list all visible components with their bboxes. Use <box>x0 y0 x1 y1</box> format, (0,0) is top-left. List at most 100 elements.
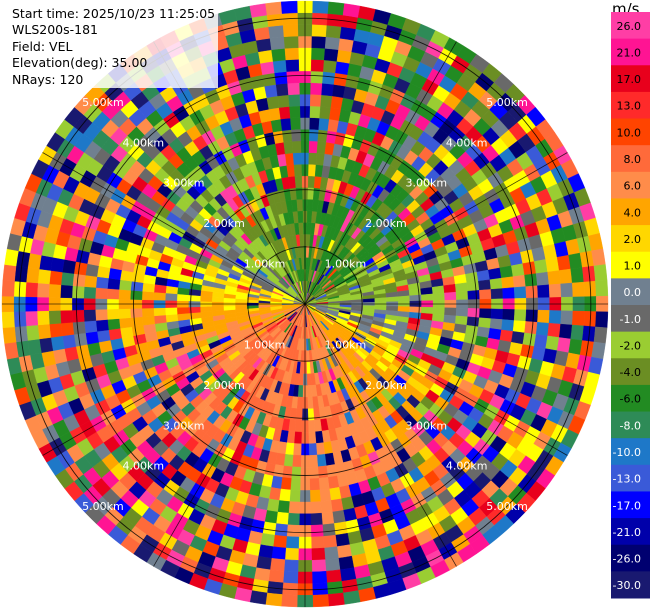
colorbar-tick-label: -21.0 <box>613 526 641 539</box>
range-gate <box>176 293 190 302</box>
colorbar-tick-label: 0.0 <box>624 286 642 299</box>
range-gate <box>325 24 342 39</box>
range-gate <box>290 478 301 491</box>
colorbar-cell <box>611 331 650 359</box>
range-gate <box>299 233 304 247</box>
elevation-label: Elevation(deg): 35.00 <box>12 55 148 71</box>
range-ring-label: 2.00km <box>203 379 245 392</box>
range-gate <box>268 107 281 121</box>
range-gate <box>142 315 156 326</box>
colorbar-tick-label: 4.0 <box>624 206 642 219</box>
colorbar-tick-label: -4.0 <box>620 366 641 379</box>
range-gate <box>310 82 323 96</box>
range-gate <box>314 430 324 444</box>
range-gate <box>571 281 585 298</box>
range-gate <box>307 396 314 410</box>
colorbar-tick-label: 2.0 <box>624 233 642 246</box>
range-gate <box>444 307 457 317</box>
range-gate <box>327 475 340 490</box>
range-gate <box>294 419 303 433</box>
range-gate <box>255 555 272 570</box>
colorbar-tick-label: -10.0 <box>613 446 641 459</box>
range-gate <box>296 198 303 212</box>
range-gate <box>284 152 295 166</box>
colorbar-tick-label: 6.0 <box>624 180 642 193</box>
range-gate <box>595 311 609 329</box>
range-gate <box>199 306 213 313</box>
range-gate <box>537 309 550 324</box>
range-gate <box>489 277 503 290</box>
range-gate <box>311 559 327 573</box>
range-ring-label: 2.00km <box>365 379 407 392</box>
range-ring-label: 5.00km <box>486 500 528 513</box>
range-gate <box>289 105 301 119</box>
range-ring-label: 1.00km <box>325 338 367 351</box>
range-gate <box>454 282 468 293</box>
range-gate <box>432 292 446 301</box>
range-gate <box>211 305 224 312</box>
range-gate <box>560 282 574 298</box>
range-gate <box>271 48 287 62</box>
range-gate <box>62 334 77 349</box>
range-gate <box>336 49 352 64</box>
range-gate <box>310 524 324 538</box>
colorbar-tick-label: -6.0 <box>620 393 641 406</box>
range-gate <box>591 341 606 360</box>
range-gate <box>362 298 376 303</box>
range-gate <box>108 328 122 341</box>
range-gate <box>338 555 355 570</box>
range-gate <box>286 70 300 84</box>
range-gate <box>311 35 327 49</box>
range-gate <box>293 431 302 445</box>
range-gate <box>489 318 503 331</box>
range-gate <box>268 24 285 39</box>
range-gate <box>249 3 268 18</box>
range-gate <box>96 329 111 343</box>
range-gate <box>476 269 491 282</box>
range-gate <box>258 544 274 559</box>
range-gate <box>39 254 54 271</box>
range-gate <box>309 478 320 491</box>
range-gate <box>432 307 446 316</box>
range-gate <box>310 512 323 526</box>
range-gate <box>338 38 355 53</box>
range-gate <box>277 94 290 108</box>
range-gate <box>255 38 272 53</box>
range-gate <box>548 283 562 298</box>
colorbar-cell <box>611 411 650 439</box>
range-gate <box>283 141 294 155</box>
range-gate <box>107 318 121 331</box>
range-ring-label: 1.00km <box>244 338 286 351</box>
range-gate <box>342 3 361 18</box>
range-gate <box>280 117 292 131</box>
range-gate <box>265 1 283 16</box>
nrays-label: NRays: 120 <box>12 71 84 87</box>
range-gate <box>275 83 289 97</box>
range-gate <box>309 466 319 479</box>
range-gate <box>130 308 143 318</box>
range-gate <box>499 265 514 279</box>
velocity-colorbar: 26.0 21.0 17.0 13.0 10.0 8.0 6.0 4.0 2.0 1.0 0.0 -1… <box>611 12 650 599</box>
range-gate <box>488 267 502 280</box>
range-gate <box>524 273 538 287</box>
range-gate <box>525 309 539 323</box>
range-gate <box>290 117 301 130</box>
range-gate <box>294 175 303 189</box>
range-gate <box>547 270 561 286</box>
azimuth-spoke <box>304 303 568 456</box>
range-gate <box>292 152 302 165</box>
colorbar-cell <box>611 118 650 146</box>
range-gate <box>309 94 322 107</box>
range-gate <box>309 129 319 142</box>
colorbar-cell <box>611 225 650 253</box>
range-gate <box>479 308 492 319</box>
colorbar-tick-label: 21.0 <box>617 46 642 59</box>
range-gate <box>297 210 304 223</box>
range-gate <box>165 313 179 323</box>
range-gate <box>84 320 98 334</box>
range-gate <box>95 287 108 300</box>
range-gate <box>119 326 134 339</box>
range-gate <box>288 175 297 189</box>
range-gate <box>73 332 88 347</box>
range-gate <box>308 443 318 456</box>
